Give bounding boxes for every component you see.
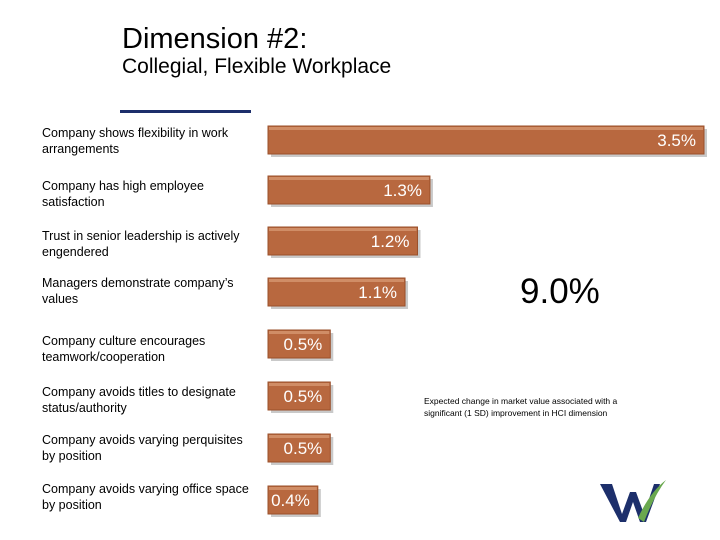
bar: [267, 485, 319, 515]
bar-highlight: [269, 127, 703, 130]
bar: [267, 125, 705, 155]
category-label: Company culture encourages teamwork/coop…: [42, 334, 206, 364]
bar-value-label: 0.5%: [284, 439, 323, 458]
category-label: Company avoids titles to designate statu…: [42, 385, 236, 415]
company-logo: [600, 480, 666, 522]
total-value: 9.0%: [520, 272, 600, 311]
bar: [267, 175, 431, 205]
bar-highlight: [269, 435, 330, 438]
category-label: Company has high employee satisfaction: [42, 179, 204, 209]
bar-value-label: 3.5%: [657, 131, 696, 150]
bar-value-label: 1.3%: [383, 181, 422, 200]
chart-note: Expected change in market value associat…: [424, 396, 618, 418]
category-label: Company avoids varying perquisites by po…: [42, 433, 243, 463]
category-label: Trust in senior leadership is actively e…: [42, 229, 240, 259]
category-label: Company avoids varying office space by p…: [42, 482, 249, 512]
bar: [267, 381, 331, 411]
bar-value-label: 0.5%: [284, 335, 323, 354]
bar-highlight: [269, 487, 317, 490]
category-label: Managers demonstrate company’s values: [42, 276, 234, 306]
bar-value-label: 1.1%: [358, 283, 397, 302]
bar-highlight: [269, 279, 405, 282]
bar-highlight: [269, 228, 417, 231]
bar: [267, 226, 418, 256]
bar-highlight: [269, 383, 330, 386]
page-subtitle: Collegial, Flexible Workplace: [122, 55, 392, 78]
bar-value-label: 0.4%: [271, 491, 310, 510]
title-underline: [120, 110, 251, 113]
category-label: Company shows flexibility in work arrang…: [42, 126, 229, 156]
bar: [267, 433, 331, 463]
bar-value-label: 1.2%: [371, 232, 410, 251]
bar: [267, 277, 406, 307]
page-title: Dimension #2:: [122, 23, 308, 55]
bar-value-label: 0.5%: [284, 387, 323, 406]
bar-highlight: [269, 177, 429, 180]
bar-highlight: [269, 331, 330, 334]
bar: [267, 329, 331, 359]
